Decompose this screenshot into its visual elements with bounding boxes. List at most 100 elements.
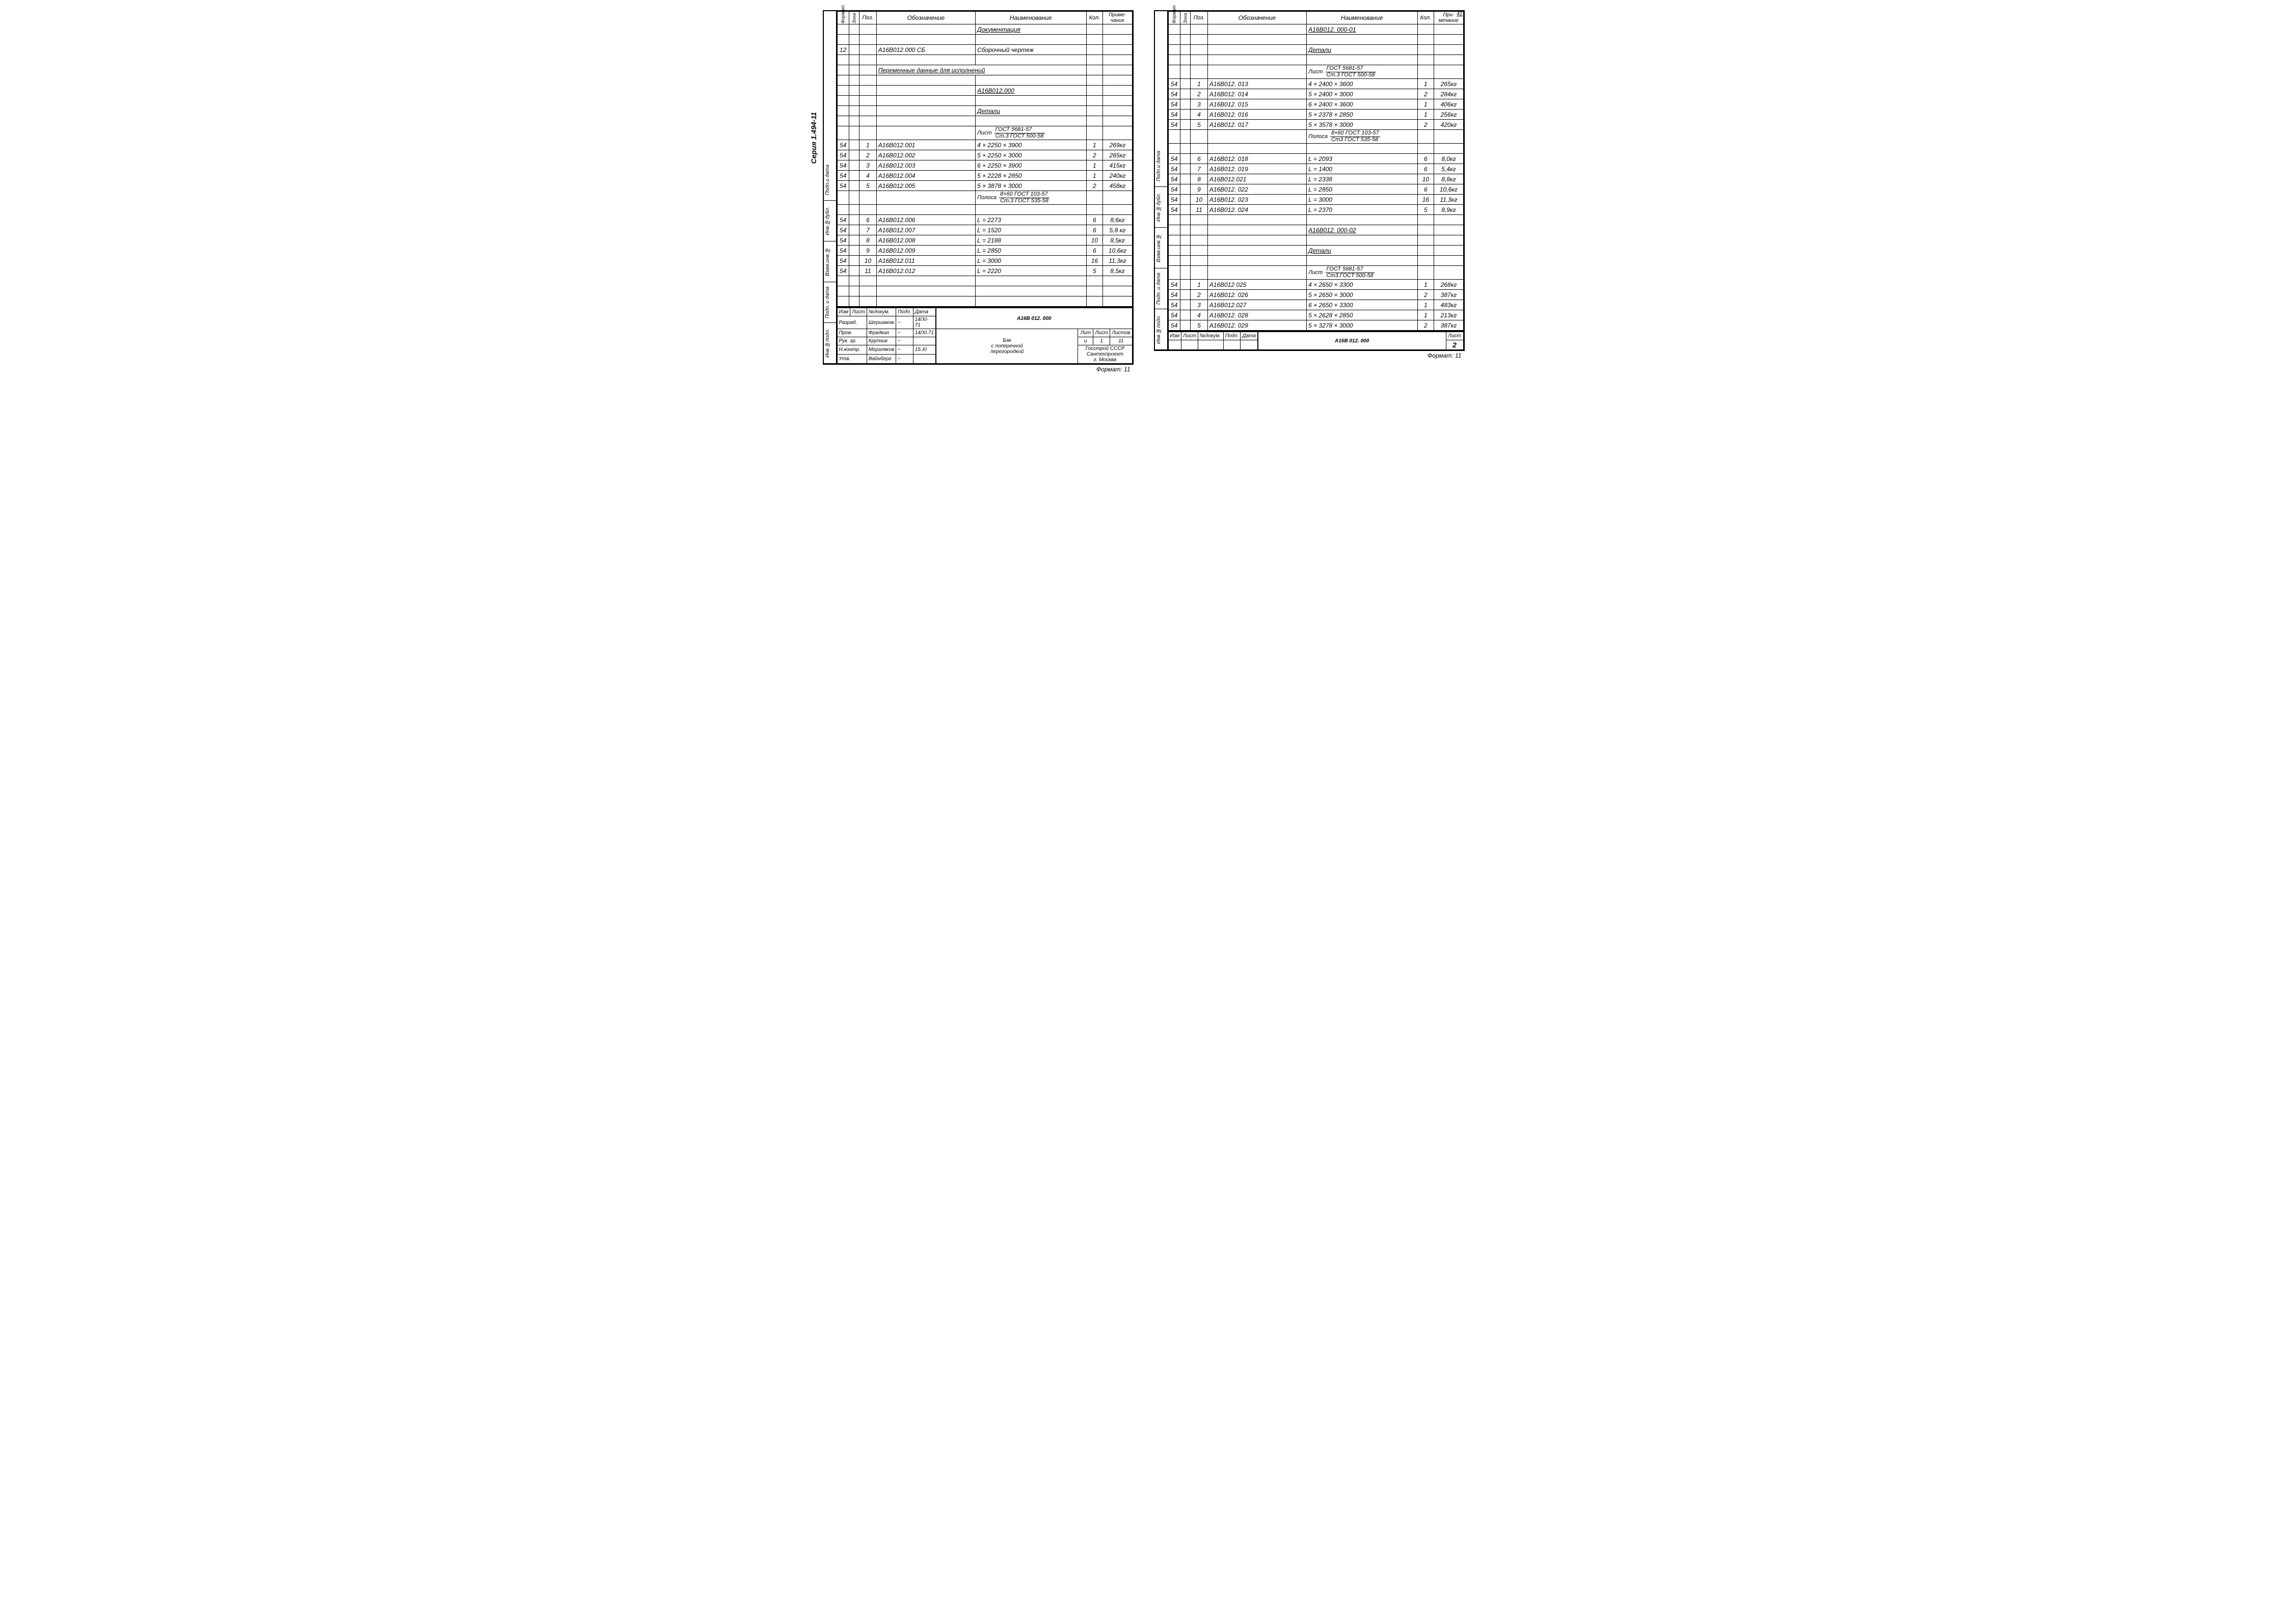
table-row: 544А16В012. 0165 × 2378 × 28501256кг (1168, 110, 1463, 120)
cell-poz (1191, 235, 1207, 246)
cell-zona (849, 55, 859, 65)
cell-naim: 5 × 2650 × 3000 (1307, 290, 1417, 300)
cell-poz (1191, 144, 1207, 154)
cell-oboz (876, 35, 975, 45)
cell-naim: Полоса 8×60 ГОСТ 103-57Ст3 ГОСТ 535-58 (1307, 130, 1417, 144)
cell-kol: 1 (1417, 110, 1434, 120)
cell-prim: 8,5кг (1103, 235, 1132, 246)
cell-format: 54 (1168, 110, 1180, 120)
cell-zona (849, 140, 859, 150)
cell-kol (1086, 35, 1103, 45)
cell-prim (1434, 235, 1463, 246)
cell-poz (1191, 45, 1207, 55)
cell-zona (849, 116, 859, 126)
table-row (1168, 144, 1463, 154)
cell-format: 54 (1168, 290, 1180, 300)
cell-prim: 5,4кг (1434, 164, 1463, 174)
margin-field: Инв.№подл. (824, 323, 836, 364)
cell-zona (1180, 266, 1191, 280)
cell-format: 54 (1168, 205, 1180, 215)
cell-oboz: А16В012.003 (876, 160, 975, 171)
margin-field: Инв.№дубл. (1155, 187, 1167, 228)
tb-col: Изм (1168, 332, 1181, 340)
cell-naim: L = 2850 (1307, 184, 1417, 195)
cell-oboz (876, 55, 975, 65)
cell-prim: 10,6кг (1103, 246, 1132, 256)
cell-zona (849, 75, 859, 86)
sig-sign: ~ (896, 355, 913, 364)
cell-naim: 4 × 2650 × 3300 (1307, 280, 1417, 290)
cell-oboz: А16В012.008 (876, 235, 975, 246)
cell-poz: 1 (1191, 79, 1207, 89)
cell-kol (1086, 96, 1103, 106)
cell-zona (1180, 164, 1191, 174)
table-row: Полоса 8×60 ГОСТ 103-57Ст3 ГОСТ 535-58 (1168, 130, 1463, 144)
cell-format (1168, 266, 1180, 280)
binding-margin: Подп.и дата Инв.№дубл. Взам.инв.№ Подп. … (824, 11, 837, 364)
cell-naim: 5 × 2250 × 3000 (976, 150, 1086, 160)
cell-naim: L = 2370 (1307, 205, 1417, 215)
cell-poz: 5 (859, 181, 876, 191)
cell-format (837, 286, 849, 296)
cell-oboz: А16В012. 018 (1207, 154, 1306, 164)
sig-role: Разраб. (837, 316, 867, 329)
table-row: 546А16В012. 018L = 209368,0кг (1168, 154, 1463, 164)
cell-format: 54 (837, 171, 849, 181)
cell-poz: 3 (859, 160, 876, 171)
cell-naim (1307, 256, 1417, 266)
cell-format (837, 55, 849, 65)
hdr-oboz: Обозначение (1207, 12, 1306, 24)
cell-kol (1086, 205, 1103, 215)
table-row: 545А16В012. 0295 × 3278 × 30002387кг (1168, 320, 1463, 331)
cell-zona (849, 205, 859, 215)
cell-format (1168, 55, 1180, 65)
cell-zona (1180, 320, 1191, 331)
cell-poz: 4 (1191, 110, 1207, 120)
cell-oboz (876, 86, 975, 96)
cell-naim (976, 205, 1086, 215)
cell-oboz: А16В012. 028 (1207, 310, 1306, 320)
cell-kol (1417, 246, 1434, 256)
cell-zona (849, 160, 859, 171)
cell-prim: 268кг (1434, 280, 1463, 290)
cell-naim: Детали (976, 106, 1086, 116)
cell-poz: 2 (1191, 89, 1207, 99)
cell-format (837, 191, 849, 205)
cell-naim: L = 1400 (1307, 164, 1417, 174)
cell-poz (859, 191, 876, 205)
table-row: 543А16В012.0276 × 2650 × 33001483кг (1168, 300, 1463, 310)
table-row: А16В012.000 (837, 86, 1132, 96)
series-label: Серия 1.494-11 (810, 112, 818, 164)
cell-format: 54 (1168, 184, 1180, 195)
cell-naim: L = 2338 (1307, 174, 1417, 184)
cell-format (837, 106, 849, 116)
cell-prim (1434, 266, 1463, 280)
cell-format: 54 (837, 150, 849, 160)
cell-prim (1103, 86, 1132, 96)
table-row: 547А16В012. 019L = 140065,4кг (1168, 164, 1463, 174)
cell-zona (1180, 24, 1191, 35)
cell-prim: 256кг (1434, 110, 1463, 120)
cell-naim: А16В012. 000-01 (1307, 24, 1417, 35)
cell-kol: 1 (1086, 160, 1103, 171)
hdr-kol: Кол. (1086, 12, 1103, 24)
cell-naim: 4 × 2250 × 3900 (976, 140, 1086, 150)
sig-role: Н.контр. (837, 345, 867, 355)
cell-format: 54 (1168, 120, 1180, 130)
cell-kol (1086, 55, 1103, 65)
hdr-oboz: Обозначение (876, 12, 975, 24)
cell-zona (849, 181, 859, 191)
tb-col: Изм (837, 308, 850, 316)
cell-zona (849, 106, 859, 116)
sig-date: 14/XI.71 (913, 329, 936, 337)
cell-prim (1103, 286, 1132, 296)
doc-number: А16В 012. 000 (936, 308, 1132, 329)
table-row: 543А16В012. 0156 × 2400 × 36001406кг (1168, 99, 1463, 110)
cell-zona (1180, 110, 1191, 120)
cell-poz: 1 (1191, 280, 1207, 290)
cell-poz: 9 (1191, 184, 1207, 195)
cell-zona (1180, 99, 1191, 110)
cell-zona (1180, 79, 1191, 89)
cell-poz: 8 (1191, 174, 1207, 184)
hdr-format: Формат (1168, 12, 1180, 24)
